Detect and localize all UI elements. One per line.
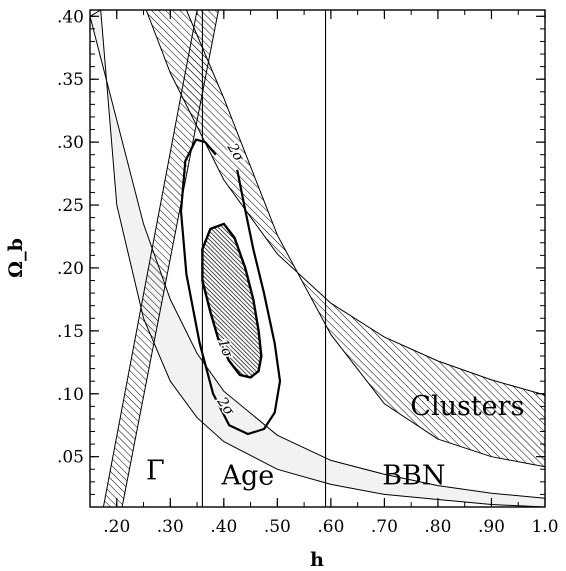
- x-tick-label: .90: [478, 517, 505, 537]
- axes: .20 .30 .40 .50 .60 .70 .80 .90 1.0 .05 .10 .15 .20.…: [57, 7, 559, 537]
- y-axis-title: Ω_b: [5, 238, 27, 278]
- plot-frame: [89, 9, 546, 508]
- y-tick-label: .05: [57, 448, 84, 468]
- gamma-region: [102, 10, 220, 507]
- x-tick-label: 1.0: [531, 517, 558, 537]
- region-label: Γ: [146, 455, 165, 486]
- y-tick-label: .30: [57, 133, 84, 153]
- plot-area: [90, 10, 545, 507]
- y-tick-label: .35: [57, 70, 84, 90]
- x-tick-label: .60: [317, 517, 344, 537]
- x-tick-label: .40: [210, 517, 237, 537]
- contour-2sigma: [179, 138, 282, 436]
- x-axis-title: h: [310, 549, 324, 571]
- region-label: Age: [221, 460, 275, 491]
- x-tick-label: .30: [157, 517, 184, 537]
- y-tick-label: .25: [57, 196, 84, 216]
- y-tick-label: .10: [57, 385, 84, 405]
- x-tick-label: .70: [371, 517, 398, 537]
- x-tick-label: .20: [103, 517, 130, 537]
- clusters-region: [145, 10, 545, 468]
- region-label: Clusters: [410, 391, 524, 422]
- y-tick-label: .15: [57, 322, 84, 342]
- contour-1sigma: [201, 222, 263, 379]
- x-tick-label: .80: [424, 517, 451, 537]
- y-tick-label: .20: [57, 259, 84, 279]
- x-tick-label: .50: [264, 517, 291, 537]
- region-label: BBN: [382, 460, 445, 491]
- y-tick-label: .40: [57, 7, 84, 27]
